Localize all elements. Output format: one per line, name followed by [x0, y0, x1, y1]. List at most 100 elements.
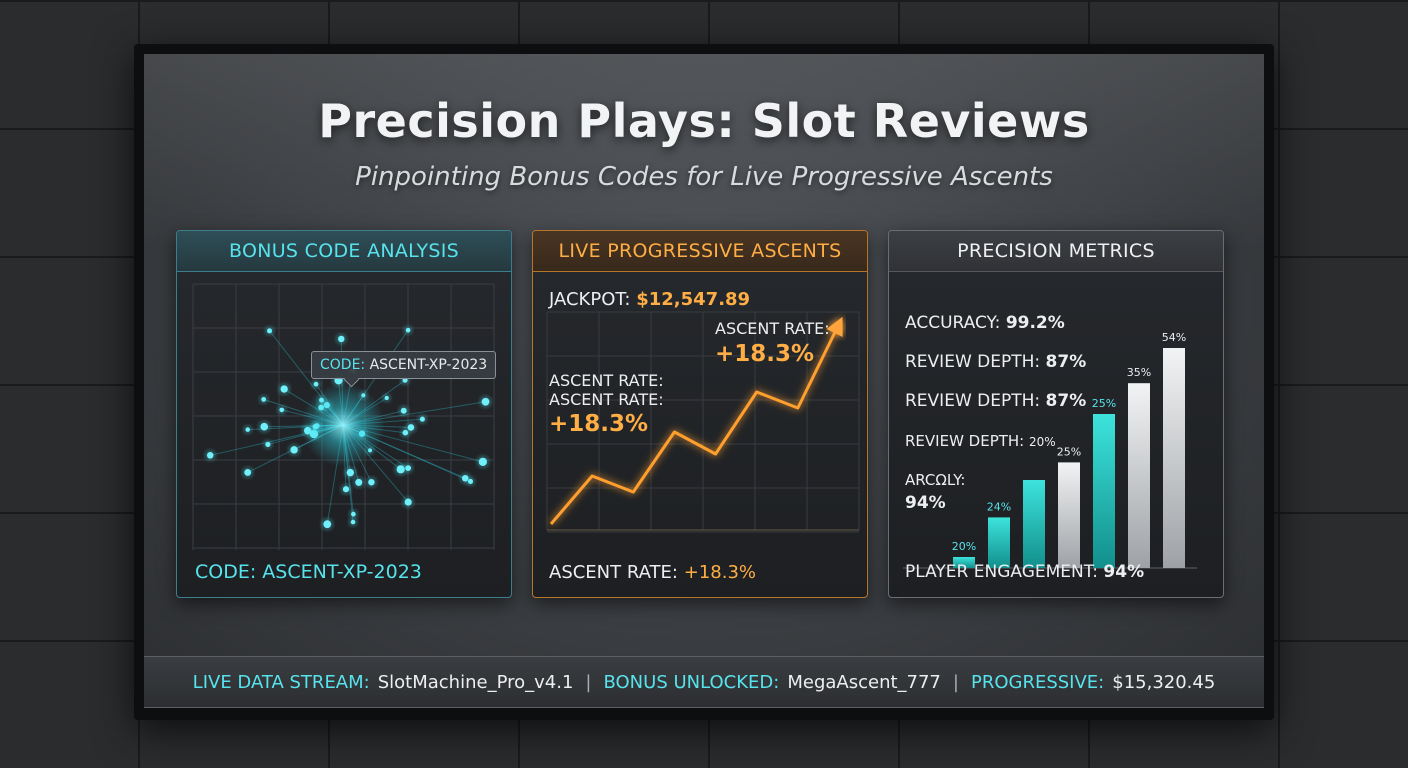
metric-label-0: ACCURACY:: [905, 313, 1001, 333]
metric-value-3: 20%: [1029, 435, 1056, 449]
stream-label: LIVE DATA STREAM:: [192, 671, 370, 693]
metric-bar-label-1: 24%: [987, 500, 1011, 513]
player-engagement-readout: PLAYER ENGAGEMENT: 94%: [905, 562, 1144, 582]
network-node: [407, 424, 415, 431]
metric-row-1: REVIEW DEPTH: 87%: [905, 352, 1086, 372]
bonus-code-network-graph: [192, 283, 495, 550]
player-engagement-value: 94%: [1103, 562, 1145, 582]
bonus-code-panel[interactable]: BONUS CODE ANALYSIS CODE: ASCENT-XP-2: [176, 230, 512, 598]
ascent-rate-footer-value: +18.3%: [683, 562, 756, 583]
network-node: [267, 328, 273, 334]
jackpot-readout: JACKPOT: $12,547.89: [549, 289, 750, 310]
metric-label-3: REVIEW DEPTH:: [905, 432, 1025, 450]
metric-row-3: REVIEW DEPTH: 20%: [905, 432, 1056, 450]
metric-row-0: ACCURACY: 99.2%: [905, 313, 1065, 333]
network-node: [467, 478, 474, 484]
network-node: [400, 407, 407, 414]
ascent-rate-footer: ASCENT RATE: +18.3%: [549, 562, 756, 583]
network-node: [323, 520, 332, 529]
progressive-line-chart: [546, 311, 860, 533]
bonus-code-heading: BONUS CODE ANALYSIS: [177, 231, 511, 272]
strip-separator-1: |: [585, 671, 592, 693]
network-node: [396, 465, 405, 474]
metric-label-1: REVIEW DEPTH:: [905, 352, 1041, 372]
network-node: [481, 397, 490, 406]
metric-row-2: REVIEW DEPTH: 87%: [905, 391, 1086, 411]
side-metric-label: ARCΩLY:: [905, 471, 966, 489]
network-node: [206, 452, 214, 459]
network-node: [342, 486, 350, 493]
network-node: [261, 396, 267, 402]
metric-bar-label-0: 20%: [952, 540, 976, 553]
strip-separator-2: |: [952, 671, 959, 693]
metric-bar-2: [1023, 480, 1045, 568]
network-node: [245, 427, 250, 432]
progressive-label: PROGRESSIVE:: [970, 671, 1105, 693]
ascent-line: [549, 323, 841, 525]
precision-metrics-panel[interactable]: PRECISION METRICS 20% 24% 25% 25% 35% 54% ACC: [888, 230, 1224, 598]
precision-metrics-heading: PRECISION METRICS: [889, 231, 1223, 272]
metric-bar-4: [1093, 414, 1115, 568]
network-node: [346, 468, 355, 477]
metric-bar-1: [988, 517, 1010, 568]
ascent-rate-left-label-2: ASCENT RATE:: [549, 390, 664, 409]
network-node: [351, 511, 356, 517]
jackpot-value: $12,547.89: [636, 289, 751, 310]
ascent-arrow-icon: [826, 316, 843, 337]
network-node: [419, 416, 425, 422]
metric-value-0: 99.2%: [1005, 313, 1065, 333]
metric-bar-5: [1128, 383, 1150, 568]
display-frame: Precision Plays: Slot Reviews Pinpointin…: [134, 44, 1274, 720]
page-title: Precision Plays: Slot Reviews: [318, 94, 1090, 148]
network-node: [260, 422, 269, 431]
display-glass: Precision Plays: Slot Reviews Pinpointin…: [144, 54, 1264, 708]
network-node: [244, 469, 252, 476]
metric-label-2: REVIEW DEPTH:: [905, 391, 1041, 411]
network-node: [280, 385, 288, 393]
code-tooltip: CODE: ASCENT-XP-2023: [311, 351, 497, 379]
network-node: [338, 335, 345, 343]
progressive-value: $15,320.45: [1112, 671, 1216, 693]
progressive-panel[interactable]: LIVE PROGRESSIVE ASCENTS JACKPOT: $12,54…: [532, 230, 868, 598]
network-node: [290, 446, 298, 454]
bonus-code-footer: CODE: ASCENT-XP-2023: [195, 561, 422, 583]
network-node: [279, 407, 285, 413]
metric-bar-6: [1163, 348, 1185, 568]
network-core-glow: [301, 383, 385, 467]
metric-value-1: 87%: [1045, 352, 1087, 372]
metric-bar-label-5: 35%: [1127, 366, 1151, 379]
code-tooltip-key: CODE:: [320, 357, 366, 373]
ascent-rate-top-label: ASCENT RATE:: [715, 319, 830, 338]
network-node: [405, 327, 411, 333]
progressive-heading: LIVE PROGRESSIVE ASCENTS: [533, 231, 867, 272]
network-node: [368, 478, 375, 486]
ascent-rate-top-value: +18.3%: [715, 341, 815, 367]
ascent-rate-footer-label: ASCENT RATE:: [549, 562, 678, 583]
metric-bar-0: [953, 557, 975, 568]
code-tooltip-value: ASCENT-XP-2023: [369, 357, 488, 373]
network-node: [404, 498, 412, 506]
network-node: [313, 381, 319, 387]
network-node: [265, 441, 271, 448]
ascent-rate-left-label-1: ASCENT RATE:: [549, 371, 664, 390]
metric-bar-label-6: 54%: [1162, 331, 1186, 344]
metric-bar-label-4: 25%: [1092, 397, 1116, 410]
stream-value: SlotMachine_Pro_v4.1: [377, 671, 574, 693]
page-subtitle: Pinpointing Bonus Codes for Live Progres…: [355, 162, 1053, 192]
network-node: [478, 457, 488, 466]
bonus-label: BONUS UNLOCKED:: [603, 671, 780, 693]
jackpot-label: JACKPOT:: [549, 289, 631, 310]
side-metric-value: 94%: [905, 493, 946, 513]
network-node: [384, 395, 389, 401]
live-data-strip: LIVE DATA STREAM: SlotMachine_Pro_v4.1 |…: [144, 656, 1264, 708]
network-node: [350, 519, 356, 525]
network-node: [405, 465, 412, 472]
metric-bar-3: [1058, 462, 1080, 568]
metric-bar-label-3: 25%: [1057, 445, 1081, 458]
bonus-value: MegaAscent_777: [787, 671, 941, 693]
metric-value-2: 87%: [1045, 391, 1087, 411]
network-node: [355, 478, 363, 486]
ascent-rate-left-value: +18.3%: [549, 411, 649, 437]
precision-bar-chart: 20% 24% 25% 25% 35% 54%: [903, 331, 1197, 569]
player-engagement-label: PLAYER ENGAGEMENT:: [905, 562, 1099, 582]
